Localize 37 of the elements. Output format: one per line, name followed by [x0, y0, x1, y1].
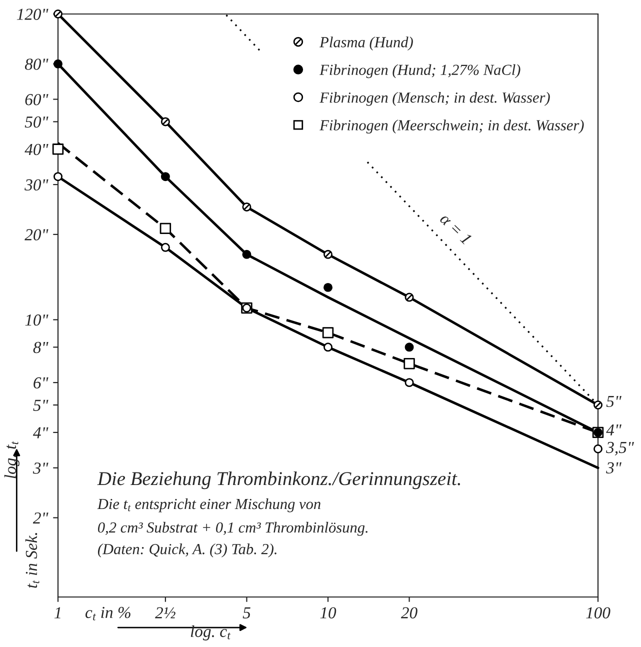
y-tick-label: 6" — [34, 377, 48, 389]
text: 4" — [606, 424, 622, 436]
text: 5" — [606, 396, 622, 408]
y-tick-label: 20" — [24, 229, 48, 240]
y-tick-label: 8" — [33, 342, 48, 354]
annotation: 0,2 cm³ Substrat + 0,1 cm³ Thrombinlösung. — [98, 522, 368, 536]
x-axis-title: log. c$_{t}$ — [190, 625, 231, 640]
y-tick-label: 3" — [32, 462, 48, 474]
x-tick-label: 10 — [320, 607, 336, 618]
text: Die Beziehung Thrombinkonz./Gerinnungszeit. — [97, 472, 460, 490]
y-tick-label: 30" — [24, 179, 48, 190]
legend-label: Fibrinogen (Meerschwein; in dest. Wasser) — [320, 120, 584, 134]
y-tick-label: 80" — [24, 58, 48, 70]
y-tick-label: 60" — [25, 94, 48, 106]
y-axis-title: log. t$_{t}$ — [4, 441, 20, 478]
y-tick-label: 40" — [24, 144, 48, 156]
x-tick-label: 2½ — [155, 607, 176, 618]
annotation: Die t$_{t}$ entspricht einer Mischung von — [97, 498, 320, 512]
legend-label: Plasma (Hund) — [320, 36, 413, 50]
y-tick-label: 5" — [33, 400, 48, 411]
legend-label: Fibrinogen (Hund; 1,27% NaCl) — [320, 64, 520, 78]
y-tick-label: 4" — [32, 427, 48, 438]
text: c$_{t}$ in % — [86, 606, 130, 620]
y-tick-label: 10" — [25, 314, 48, 326]
y-tick-label: 50" — [24, 116, 48, 128]
x-tick-label: 1 — [54, 607, 60, 618]
y-tick-label: 2" — [32, 512, 48, 524]
text: 3,5" — [606, 442, 634, 456]
legend-label: Fibrinogen (Mensch; in dest. Wasser) — [320, 92, 550, 106]
annotation: (Daten: Quick, A. (3) Tab. 2). — [98, 544, 276, 558]
annotation: α = 1 — [439, 212, 472, 244]
x-tick-label: 20 — [400, 607, 418, 618]
x-tick-label: 5 — [242, 607, 250, 618]
text: t$_{t}$ in Sek. — [25, 533, 40, 588]
text: 3" — [606, 462, 622, 474]
y-tick-label: 120" — [16, 8, 48, 20]
x-tick-label: 100 — [586, 607, 610, 618]
